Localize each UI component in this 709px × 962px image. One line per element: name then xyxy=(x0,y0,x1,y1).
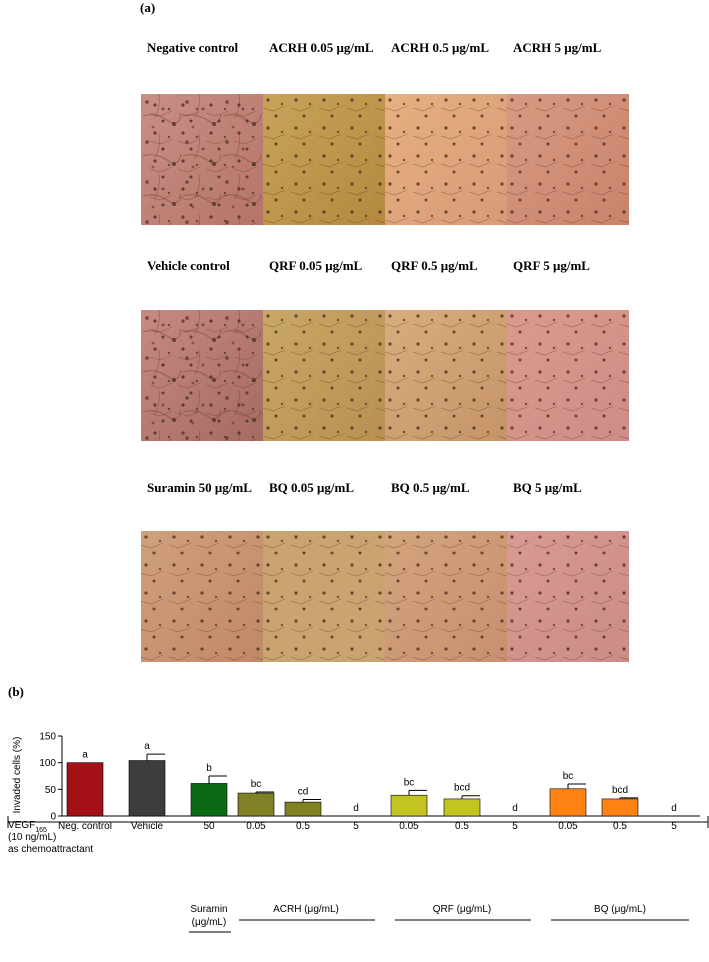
group-label-qrf: QRF (μg/mL) xyxy=(433,904,492,915)
x-tick-label: Vehicle xyxy=(131,821,164,832)
vegf-label-line2: (10 ng/mL) xyxy=(8,832,56,843)
micrograph-title: Negative control xyxy=(147,40,239,55)
bar xyxy=(284,801,322,817)
bar xyxy=(390,794,428,817)
bar xyxy=(190,783,228,817)
invasion-micrograph xyxy=(507,310,629,441)
y-tick-label: 0 xyxy=(50,812,56,823)
micrograph-title: QRF 0.5 μg/mL xyxy=(391,258,478,273)
group-label-acrh: ACRH (μg/mL) xyxy=(273,904,339,915)
bar xyxy=(443,798,481,817)
panel-b-label: (b) xyxy=(8,684,24,699)
significance-label: d xyxy=(353,803,359,814)
significance-label: d xyxy=(512,803,518,814)
x-tick-label: Neg. control xyxy=(58,821,112,832)
group-label-suramin-line1: Suramin xyxy=(190,904,227,915)
x-tick-label: 5 xyxy=(512,821,518,832)
invasion-micrograph xyxy=(507,531,629,662)
group-label-bq: BQ (μg/mL) xyxy=(594,904,646,915)
invasion-micrograph xyxy=(141,94,272,230)
invasion-micrograph xyxy=(385,531,507,662)
micrograph-title: BQ 0.5 μg/mL xyxy=(391,480,470,495)
significance-label: a xyxy=(82,750,88,761)
micrograph-title: ACRH 5 μg/mL xyxy=(513,40,602,55)
significance-label: bcd xyxy=(454,783,470,794)
y-tick-label: 150 xyxy=(39,732,56,743)
x-tick-label: 0.05 xyxy=(246,821,266,832)
micrograph-title: QRF 0.05 μg/mL xyxy=(269,258,363,273)
significance-label: d xyxy=(671,803,677,814)
bar xyxy=(549,788,587,817)
micrograph-title: BQ 0.05 μg/mL xyxy=(269,480,355,495)
significance-label: bcd xyxy=(612,785,628,796)
group-label-suramin-line2: (μg/mL) xyxy=(192,917,227,928)
micrograph-title: ACRH 0.5 μg/mL xyxy=(391,40,490,55)
y-axis: 0 50 100 150 xyxy=(39,732,700,823)
x-tick-label: 0.05 xyxy=(558,821,578,832)
invasion-micrograph xyxy=(141,531,263,662)
invasion-micrograph xyxy=(385,94,507,225)
significance-label: bc xyxy=(563,771,574,782)
bar xyxy=(237,792,275,817)
x-tick-label: 0.05 xyxy=(399,821,419,832)
significance-label: cd xyxy=(298,786,309,797)
vegf-label: VEGF165 xyxy=(8,820,47,834)
significance-label: a xyxy=(144,741,150,752)
x-tick-label: 0.5 xyxy=(296,821,310,832)
invasion-micrograph xyxy=(385,310,507,441)
invasion-micrograph xyxy=(263,310,385,441)
micrograph-title: Vehicle control xyxy=(147,258,230,273)
micrograph-title: QRF 5 μg/mL xyxy=(513,258,590,273)
micrograph-title: BQ 5 μg/mL xyxy=(513,480,582,495)
significance-label: bc xyxy=(251,779,262,790)
bars: a a b bc cd d bc bcd d bc bcd d xyxy=(66,741,677,817)
vegf-subscript: 165 xyxy=(35,827,47,834)
invasion-bar-chart: Invaded cells (%) 0 50 100 150 a a b bc cd d bc bc… xyxy=(7,732,709,933)
micrograph-title: ACRH 0.05 μg/mL xyxy=(269,40,374,55)
panel-a-label: (a) xyxy=(140,0,156,15)
y-tick-label: 50 xyxy=(45,785,57,796)
bar xyxy=(66,762,104,817)
x-tick-label: 50 xyxy=(203,821,215,832)
invasion-micrograph xyxy=(141,310,272,446)
invasion-micrograph xyxy=(263,531,385,662)
invasion-micrograph xyxy=(263,94,385,225)
vegf-label-line3: as chemoattractant xyxy=(8,844,93,855)
invasion-micrograph xyxy=(507,94,629,225)
x-tick-label: 5 xyxy=(353,821,359,832)
x-tick-label: 5 xyxy=(671,821,677,832)
x-tick-label: 0.5 xyxy=(455,821,469,832)
bar xyxy=(601,798,639,817)
y-tick-label: 100 xyxy=(39,758,56,769)
micrograph-title: Suramin 50 μg/mL xyxy=(147,480,252,495)
x-tick-label: 0.5 xyxy=(613,821,627,832)
y-axis-label: Invaded cells (%) xyxy=(12,737,23,814)
x-tick-labels: Neg. control Vehicle 50 0.05 0.5 5 0.05 0.5 5 0.0… xyxy=(58,821,677,832)
significance-label: b xyxy=(206,763,212,774)
significance-label: bc xyxy=(404,777,415,788)
bar xyxy=(128,760,166,817)
